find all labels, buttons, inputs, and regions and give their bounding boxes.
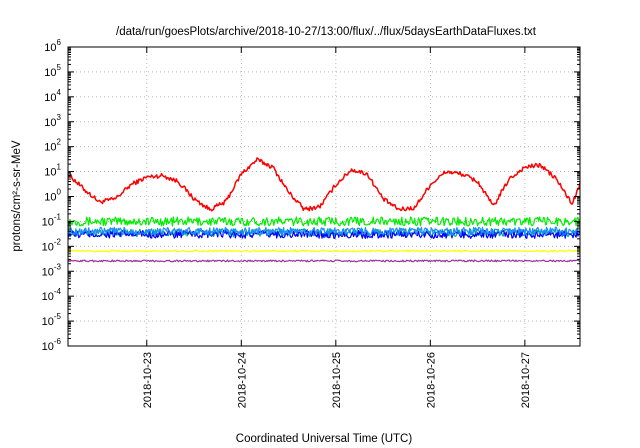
series-line-4 [67, 229, 581, 239]
series-line-2 [67, 216, 581, 227]
x-tick-label: 2018-10-24 [236, 352, 248, 408]
series-line-1 [67, 157, 581, 212]
y-tick-label: 103 [44, 113, 61, 129]
y-tick-label: 10-6 [42, 337, 62, 353]
x-tick-label: 2018-10-26 [425, 352, 437, 408]
y-tick-label: 102 [44, 138, 61, 154]
y-tick-label: 10-3 [42, 262, 62, 278]
y-tick-label: 10-5 [42, 312, 62, 328]
y-tick-label: 105 [44, 63, 61, 79]
x-tick-label: 2018-10-23 [142, 352, 154, 408]
y-tick-label: 10-4 [42, 287, 62, 303]
series-line-7 [67, 259, 581, 263]
series-line-6 [67, 249, 581, 253]
y-tick-label: 10-1 [42, 212, 62, 228]
x-tick-label: 2018-10-27 [520, 352, 532, 408]
y-tick-label: 101 [44, 163, 61, 179]
grid [68, 47, 580, 346]
series-layer [67, 157, 581, 263]
x-axis-label: Coordinated Universal Time (UTC) [236, 433, 413, 445]
y-tick-label: 104 [44, 88, 61, 104]
series-line-5 [67, 226, 581, 236]
y-tick-label: 10-2 [42, 237, 62, 253]
y-axis: 10-6 10-5 10-4 10-3 10-2 10-1 100 101 102 103 104 1… [42, 38, 580, 353]
y-tick-label: 106 [44, 38, 61, 54]
x-tick-label: 2018-10-25 [331, 352, 343, 408]
y-tick-label: 100 [44, 188, 61, 204]
chart-title: /data/run/goesPlots/archive/2018-10-27/1… [116, 26, 537, 38]
y-axis-label: protons/cm²-s-sr-MeV [11, 140, 23, 252]
x-axis: 2018-10-23 2018-10-24 2018-10-25 2018-10-26… [142, 47, 532, 408]
